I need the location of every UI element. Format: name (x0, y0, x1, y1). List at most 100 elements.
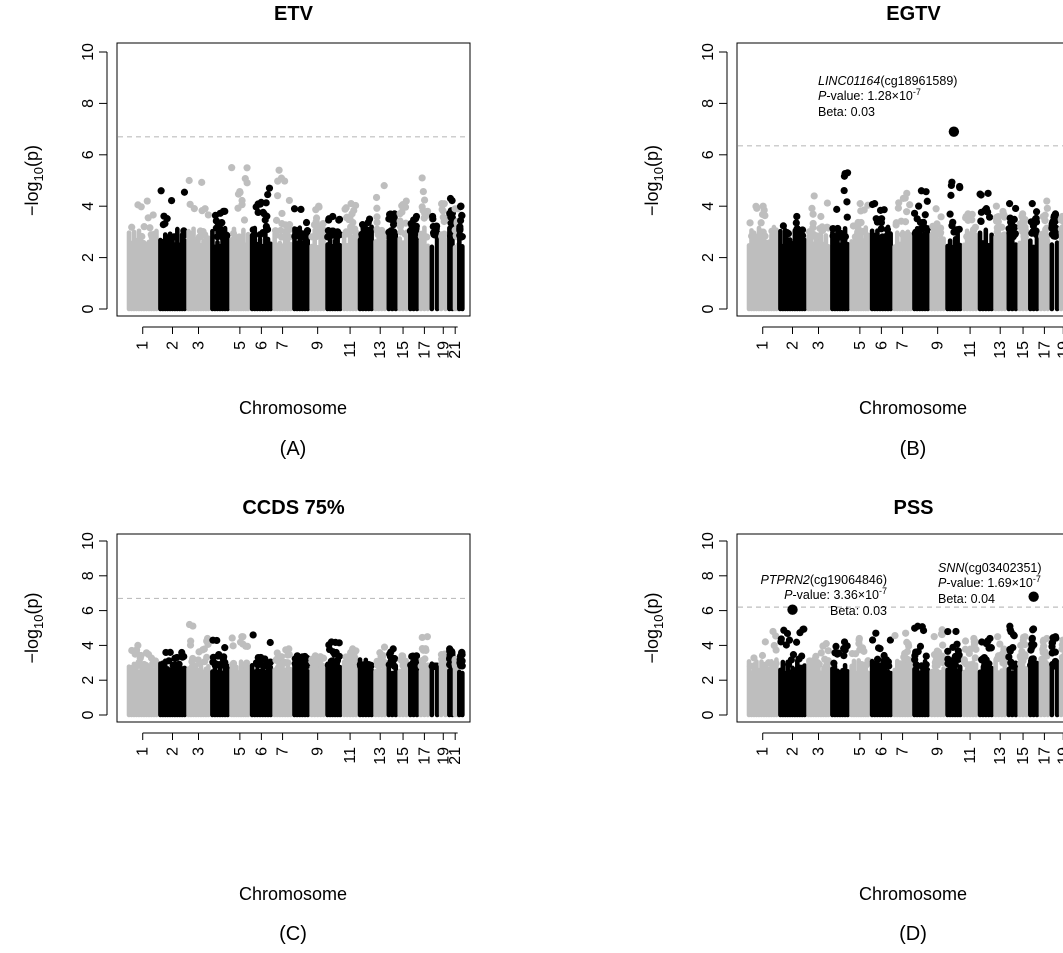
data-point (859, 661, 867, 669)
peak-point (429, 212, 437, 221)
data-point (891, 631, 899, 640)
peak-point (239, 633, 247, 641)
peak-point (856, 200, 864, 208)
data-point (456, 223, 464, 231)
data-point (779, 222, 787, 230)
panel-title: PSS (893, 497, 933, 519)
x-tick-label: 15 (1015, 747, 1032, 765)
data-point (254, 653, 262, 662)
data-point (379, 652, 387, 660)
peak-point (185, 176, 193, 185)
peak-point (402, 197, 410, 205)
data-point (906, 662, 915, 670)
data-point (939, 641, 947, 649)
data-point (930, 227, 938, 236)
x-tick-label: 3 (810, 341, 827, 350)
panel-1: EGTV0246810−log10(p)1235679111315171921C… (642, 3, 1063, 460)
peak-point (952, 627, 960, 636)
data-point (798, 652, 806, 660)
peak-point (329, 212, 337, 221)
data-point (186, 200, 194, 208)
peak-point (365, 215, 374, 223)
data-point (138, 232, 146, 241)
data-point (1029, 655, 1037, 663)
annotation-gene: LINC01164(cg18961589) (818, 74, 957, 88)
y-tick-label: 4 (80, 641, 97, 650)
data-point (380, 657, 388, 666)
data-point (868, 636, 877, 644)
data-point (236, 189, 244, 197)
data-point (1048, 643, 1056, 651)
data-point (918, 662, 926, 670)
data-point (912, 228, 920, 236)
peak-point (932, 205, 940, 213)
peak-point (157, 187, 165, 195)
data-point (169, 661, 177, 669)
data-point (1042, 660, 1051, 669)
annotation-beta: Beta: 0.03 (818, 105, 875, 119)
data-point (228, 634, 236, 642)
data-point (1058, 653, 1063, 662)
x-tick-label: 19 (1055, 341, 1063, 359)
data-point (440, 230, 448, 238)
data-point (978, 638, 986, 646)
data-point (373, 204, 381, 212)
peak-point (843, 169, 852, 177)
data-point (760, 661, 769, 669)
data-point (916, 642, 925, 651)
peak-point (914, 622, 922, 630)
y-tick-label: 4 (700, 641, 717, 650)
data-point (985, 644, 993, 652)
peak-point (412, 652, 421, 660)
peak-point (418, 174, 426, 182)
x-axis-label: Chromosome (239, 398, 347, 418)
peak-point (1021, 633, 1029, 641)
x-tick-label: 17 (416, 747, 433, 765)
data-point (419, 187, 427, 196)
data-point (147, 654, 156, 662)
peak-point (458, 648, 466, 656)
data-point (782, 641, 790, 649)
data-point (352, 228, 360, 237)
data-point (318, 662, 326, 670)
panel-label: (A) (280, 438, 307, 460)
peak-point (185, 620, 194, 629)
data-point (200, 645, 208, 653)
data-point (229, 659, 238, 668)
peak-point (265, 184, 274, 192)
plot-frame (116, 533, 471, 723)
data-point (128, 223, 136, 231)
y-tick-label: 0 (80, 304, 97, 313)
peak-point (446, 194, 455, 203)
data-point (923, 231, 931, 239)
annotation-beta: Beta: 0.03 (830, 604, 887, 618)
data-point (235, 233, 243, 241)
data-point (201, 205, 209, 213)
data-point (793, 225, 801, 233)
data-point (895, 199, 903, 207)
x-tick-label: 1 (755, 747, 772, 756)
annotation-beta: Beta: 0.04 (938, 592, 995, 606)
data-point (903, 208, 911, 216)
data-point (302, 218, 311, 227)
x-tick-label: 15 (395, 747, 412, 765)
data-point (784, 229, 793, 238)
data-point (137, 203, 145, 211)
x-tick-label: 1 (135, 341, 152, 350)
data-point (303, 227, 312, 235)
data-point (456, 231, 464, 240)
data-point (1018, 655, 1026, 663)
data-point (277, 226, 285, 235)
data-point (951, 661, 959, 669)
peak-point (871, 200, 879, 208)
data-point (373, 657, 381, 665)
data-point (1021, 233, 1029, 241)
data-point (324, 233, 332, 241)
data-point (880, 659, 889, 667)
x-tick-label: 9 (930, 341, 947, 350)
data-point (992, 213, 1001, 222)
x-tick-label: 21 (447, 341, 464, 359)
data-point (399, 202, 407, 210)
peak-point (209, 636, 217, 644)
